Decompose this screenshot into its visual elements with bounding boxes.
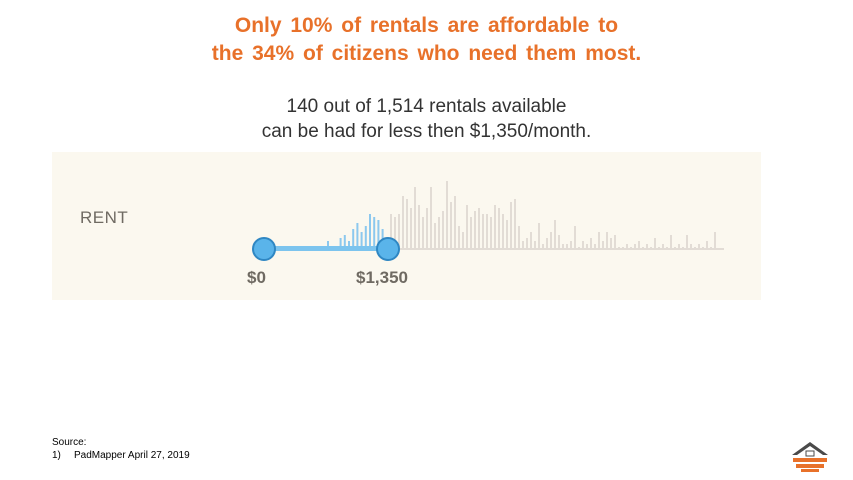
headline-line-2: the 34% of citizens who need them most. [211, 42, 642, 65]
subheadline: 140 out of 1,514 rentals available can b… [0, 94, 853, 144]
source-heading: Source: [52, 437, 87, 448]
max-price-label: $1,350 [356, 268, 408, 287]
subheadline-line-2: can be had for less then $1,350/month. [261, 121, 592, 142]
slider-min-handle[interactable] [252, 237, 276, 261]
rent-label: RENT [80, 208, 129, 227]
source-item: 1) PadMapper April 27, 2019 [52, 449, 190, 462]
min-price-label: $0 [247, 268, 266, 287]
headline: Only 10% of rentals are affordable to th… [0, 12, 853, 68]
slider-max-handle[interactable] [376, 237, 400, 261]
source-item-number: 1) [52, 450, 61, 461]
house-logo-icon [792, 442, 828, 472]
slider-selected-range [263, 246, 389, 251]
subheadline-line-1: 140 out of 1,514 rentals available [286, 96, 567, 117]
source-note: Source: 1) PadMapper April 27, 2019 [52, 436, 190, 462]
source-item-text: PadMapper April 27, 2019 [74, 450, 190, 461]
headline-line-1: Only 10% of rentals are affordable to [234, 14, 619, 37]
